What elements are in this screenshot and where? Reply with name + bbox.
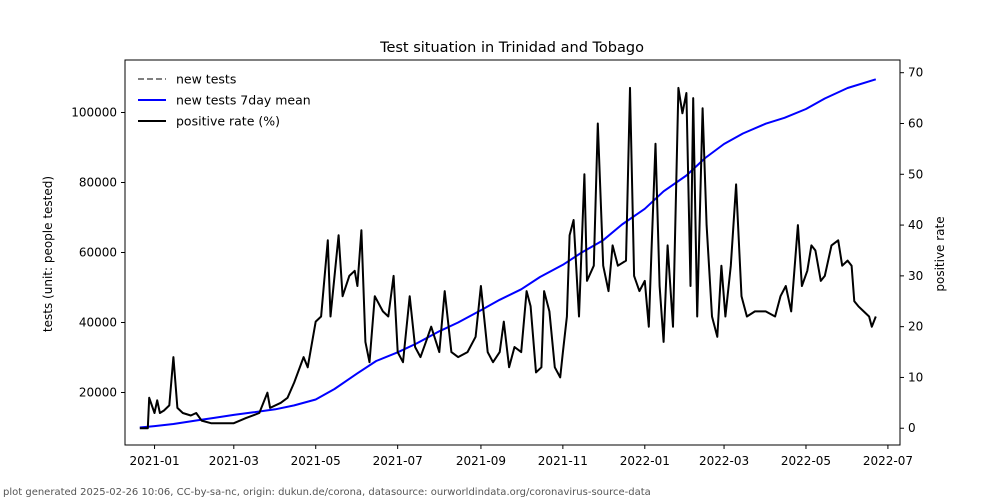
- x-tick-label-8: 2022-05: [781, 454, 831, 468]
- y-right-tick-label-7: 70: [908, 66, 923, 80]
- y-axis-left: 20000 40000 60000 80000 100000: [71, 106, 125, 400]
- y-right-tick-label-0: 0: [908, 421, 916, 435]
- x-tick-label-1: 2021-03: [209, 454, 259, 468]
- y-right-tick-label-3: 30: [908, 269, 923, 283]
- y-right-tick-label-1: 10: [908, 370, 923, 384]
- legend-label-2: positive rate (%): [176, 114, 280, 129]
- series-line-2: [139, 86, 877, 430]
- x-tick-label-5: 2021-11: [538, 454, 588, 468]
- y-right-tick-label-2: 20: [908, 320, 923, 334]
- y-right-tick-label-5: 50: [908, 167, 923, 181]
- legend-label-1: new tests 7day mean: [176, 93, 311, 108]
- y-right-tick-label-4: 40: [908, 218, 923, 232]
- chart-title: Test situation in Trinidad and Tobago: [379, 40, 644, 56]
- footer-credits: plot generated 2025-02-26 10:06, CC-by-s…: [3, 487, 651, 498]
- y-axis-right-label: positive rate: [933, 216, 947, 291]
- y-axis-left-label: tests (unit: people tested): [41, 176, 55, 332]
- y-left-tick-label-1: 40000: [79, 316, 117, 330]
- x-tick-label-4: 2021-09: [456, 454, 506, 468]
- x-tick-label-9: 2022-07: [863, 454, 913, 468]
- y-left-tick-label-4: 100000: [71, 106, 117, 120]
- x-tick-label-0: 2021-01: [129, 454, 179, 468]
- x-tick-label-6: 2022-01: [620, 454, 670, 468]
- x-tick-label-7: 2022-03: [699, 454, 749, 468]
- x-tick-label-2: 2021-05: [291, 454, 341, 468]
- y-left-tick-label-2: 60000: [79, 246, 117, 260]
- legend-label-0: new tests: [176, 72, 236, 87]
- legend: new tests new tests 7day mean positive rat…: [138, 72, 311, 129]
- y-left-tick-label-0: 20000: [79, 386, 117, 400]
- y-right-tick-label-6: 60: [908, 116, 923, 130]
- y-axis-right: 0 10 20 30 40 50 60 70: [900, 66, 923, 435]
- series-line-1: [139, 78, 877, 429]
- y-left-tick-label-3: 80000: [79, 176, 117, 190]
- x-axis: 2021-01 2021-03 2021-05 2021-07 2021-09 2021-…: [129, 445, 913, 468]
- x-tick-label-3: 2021-07: [373, 454, 423, 468]
